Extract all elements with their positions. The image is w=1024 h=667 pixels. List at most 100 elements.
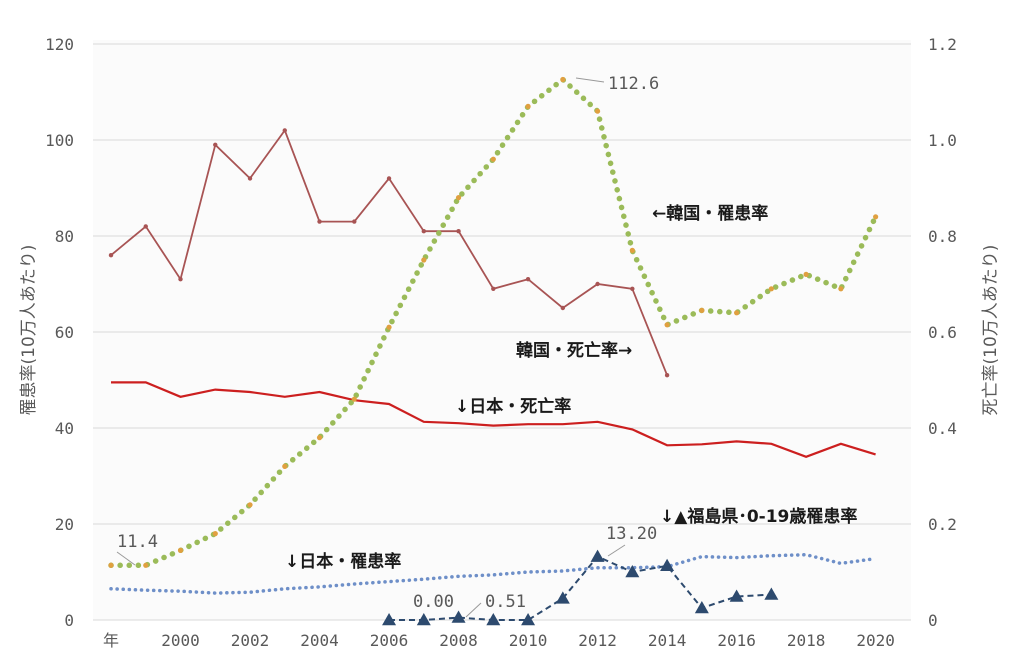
data-point — [143, 562, 149, 568]
data-point — [282, 128, 287, 133]
label-korea-mortality: 韓国・死亡率→ — [516, 340, 632, 361]
y-left-tick-label: 80 — [55, 227, 74, 246]
label-japan-mortality: ↓日本・死亡率 — [455, 396, 571, 417]
label-japan-incidence: ↓日本・罹患率 — [285, 551, 401, 572]
data-point — [177, 547, 184, 554]
data-point — [386, 324, 392, 330]
y-left-tick-label: 100 — [45, 131, 74, 150]
data-point — [594, 108, 601, 114]
triangle-marker — [694, 601, 709, 614]
data-point — [456, 229, 461, 234]
triangle-marker — [382, 613, 397, 626]
data-point — [664, 373, 670, 378]
series-2 — [111, 381, 876, 458]
data-point — [108, 253, 114, 258]
triangle-marker — [486, 613, 501, 626]
anno-0-51: 0.51 — [485, 592, 526, 612]
data-point — [664, 322, 670, 328]
data-point — [838, 286, 844, 292]
data-point — [213, 142, 218, 147]
y-right-tick-label: 1.2 — [928, 35, 957, 54]
y-left-tick-label: 0 — [64, 611, 74, 630]
x-tick-label: 2000 — [161, 631, 200, 650]
x-tick-label: 2020 — [856, 631, 895, 650]
data-point — [525, 103, 531, 109]
data-point — [491, 286, 496, 291]
anno-13-20: 13.20 — [606, 524, 657, 544]
x-tick-label: 2004 — [300, 631, 339, 650]
data-point — [560, 76, 566, 83]
y-right-tick-label: 0 — [928, 611, 938, 630]
series-3 — [109, 552, 878, 595]
data-point — [247, 176, 253, 181]
data-point — [386, 176, 392, 181]
series-0 — [108, 75, 879, 569]
data-point — [560, 305, 566, 311]
anno-11-4: 11.4 — [117, 532, 158, 552]
data-point — [212, 531, 218, 537]
data-point — [525, 277, 531, 282]
data-point — [316, 435, 323, 441]
x-tick-label: 2008 — [439, 631, 478, 650]
data-point — [629, 247, 635, 253]
data-point — [873, 214, 879, 220]
series-line — [109, 552, 878, 595]
triangle-marker — [764, 587, 779, 600]
y-left-tick-label: 120 — [45, 35, 74, 54]
triangle-marker — [451, 610, 466, 623]
triangle-marker — [555, 591, 570, 604]
data-point — [317, 219, 322, 224]
triangle-marker — [729, 589, 744, 602]
x-tick-label: 2018 — [787, 631, 826, 650]
series-1 — [108, 128, 670, 378]
data-point — [352, 219, 357, 224]
x-tick-label: 2012 — [578, 631, 617, 650]
series-4 — [382, 549, 779, 626]
data-point — [247, 502, 253, 508]
y-right-tick-label: 0.6 — [928, 323, 957, 342]
data-point — [768, 286, 774, 292]
data-point — [699, 307, 705, 313]
series-line — [389, 555, 772, 621]
y-right-tick-label: 0.2 — [928, 515, 957, 534]
x-tick-label: 2006 — [370, 631, 409, 650]
x-tick-label: 2014 — [648, 631, 687, 650]
y-right-ticks: 0 0.2 0.4 0.6 0.8 1.0 1.2 — [928, 35, 957, 630]
triangle-marker — [660, 558, 675, 572]
data-point — [178, 277, 183, 282]
y-right-tick-label: 1.0 — [928, 131, 957, 150]
data-point — [630, 286, 635, 291]
triangle-marker — [416, 613, 431, 626]
data-point — [595, 281, 600, 287]
series-line — [111, 381, 876, 458]
data-point — [421, 229, 426, 234]
x-tick-label: 2010 — [509, 631, 548, 650]
x-ticks: 年 2000 2002 2004 2006 2008 2010 2012 2014 2016 201… — [103, 631, 895, 650]
data-point — [734, 310, 740, 316]
data-point — [455, 195, 462, 201]
data-point — [490, 156, 496, 162]
anno-0-00: 0.00 — [413, 592, 454, 612]
data-point — [143, 224, 148, 229]
y-left-tick-label: 20 — [55, 515, 74, 534]
label-korea-incidence: ←韓国・罹患率 — [652, 203, 768, 224]
y-left-tick-label: 60 — [55, 323, 74, 342]
triangle-marker — [590, 549, 605, 562]
x-tick-label: 2016 — [717, 631, 756, 650]
gridlines — [93, 43, 911, 621]
x-tick-label: 2002 — [231, 631, 270, 650]
y-left-tick-label: 40 — [55, 419, 74, 438]
data-point — [351, 396, 357, 402]
y-right-axis-title: 死亡率(10万人あたり) — [981, 245, 1001, 416]
anno-112-6: 112.6 — [608, 74, 659, 94]
x-first-label: 年 — [103, 631, 119, 650]
triangle-marker — [625, 565, 640, 578]
y-right-tick-label: 0.4 — [928, 419, 957, 438]
triangle-marker — [521, 613, 536, 626]
data-point — [108, 562, 114, 568]
y-left-ticks: 0 20 40 60 80 100 120 — [45, 35, 74, 630]
data-point — [803, 271, 809, 277]
label-fukushima: ↓▲福島県･0-19歳罹患率 — [660, 506, 857, 527]
data-point — [421, 257, 427, 263]
